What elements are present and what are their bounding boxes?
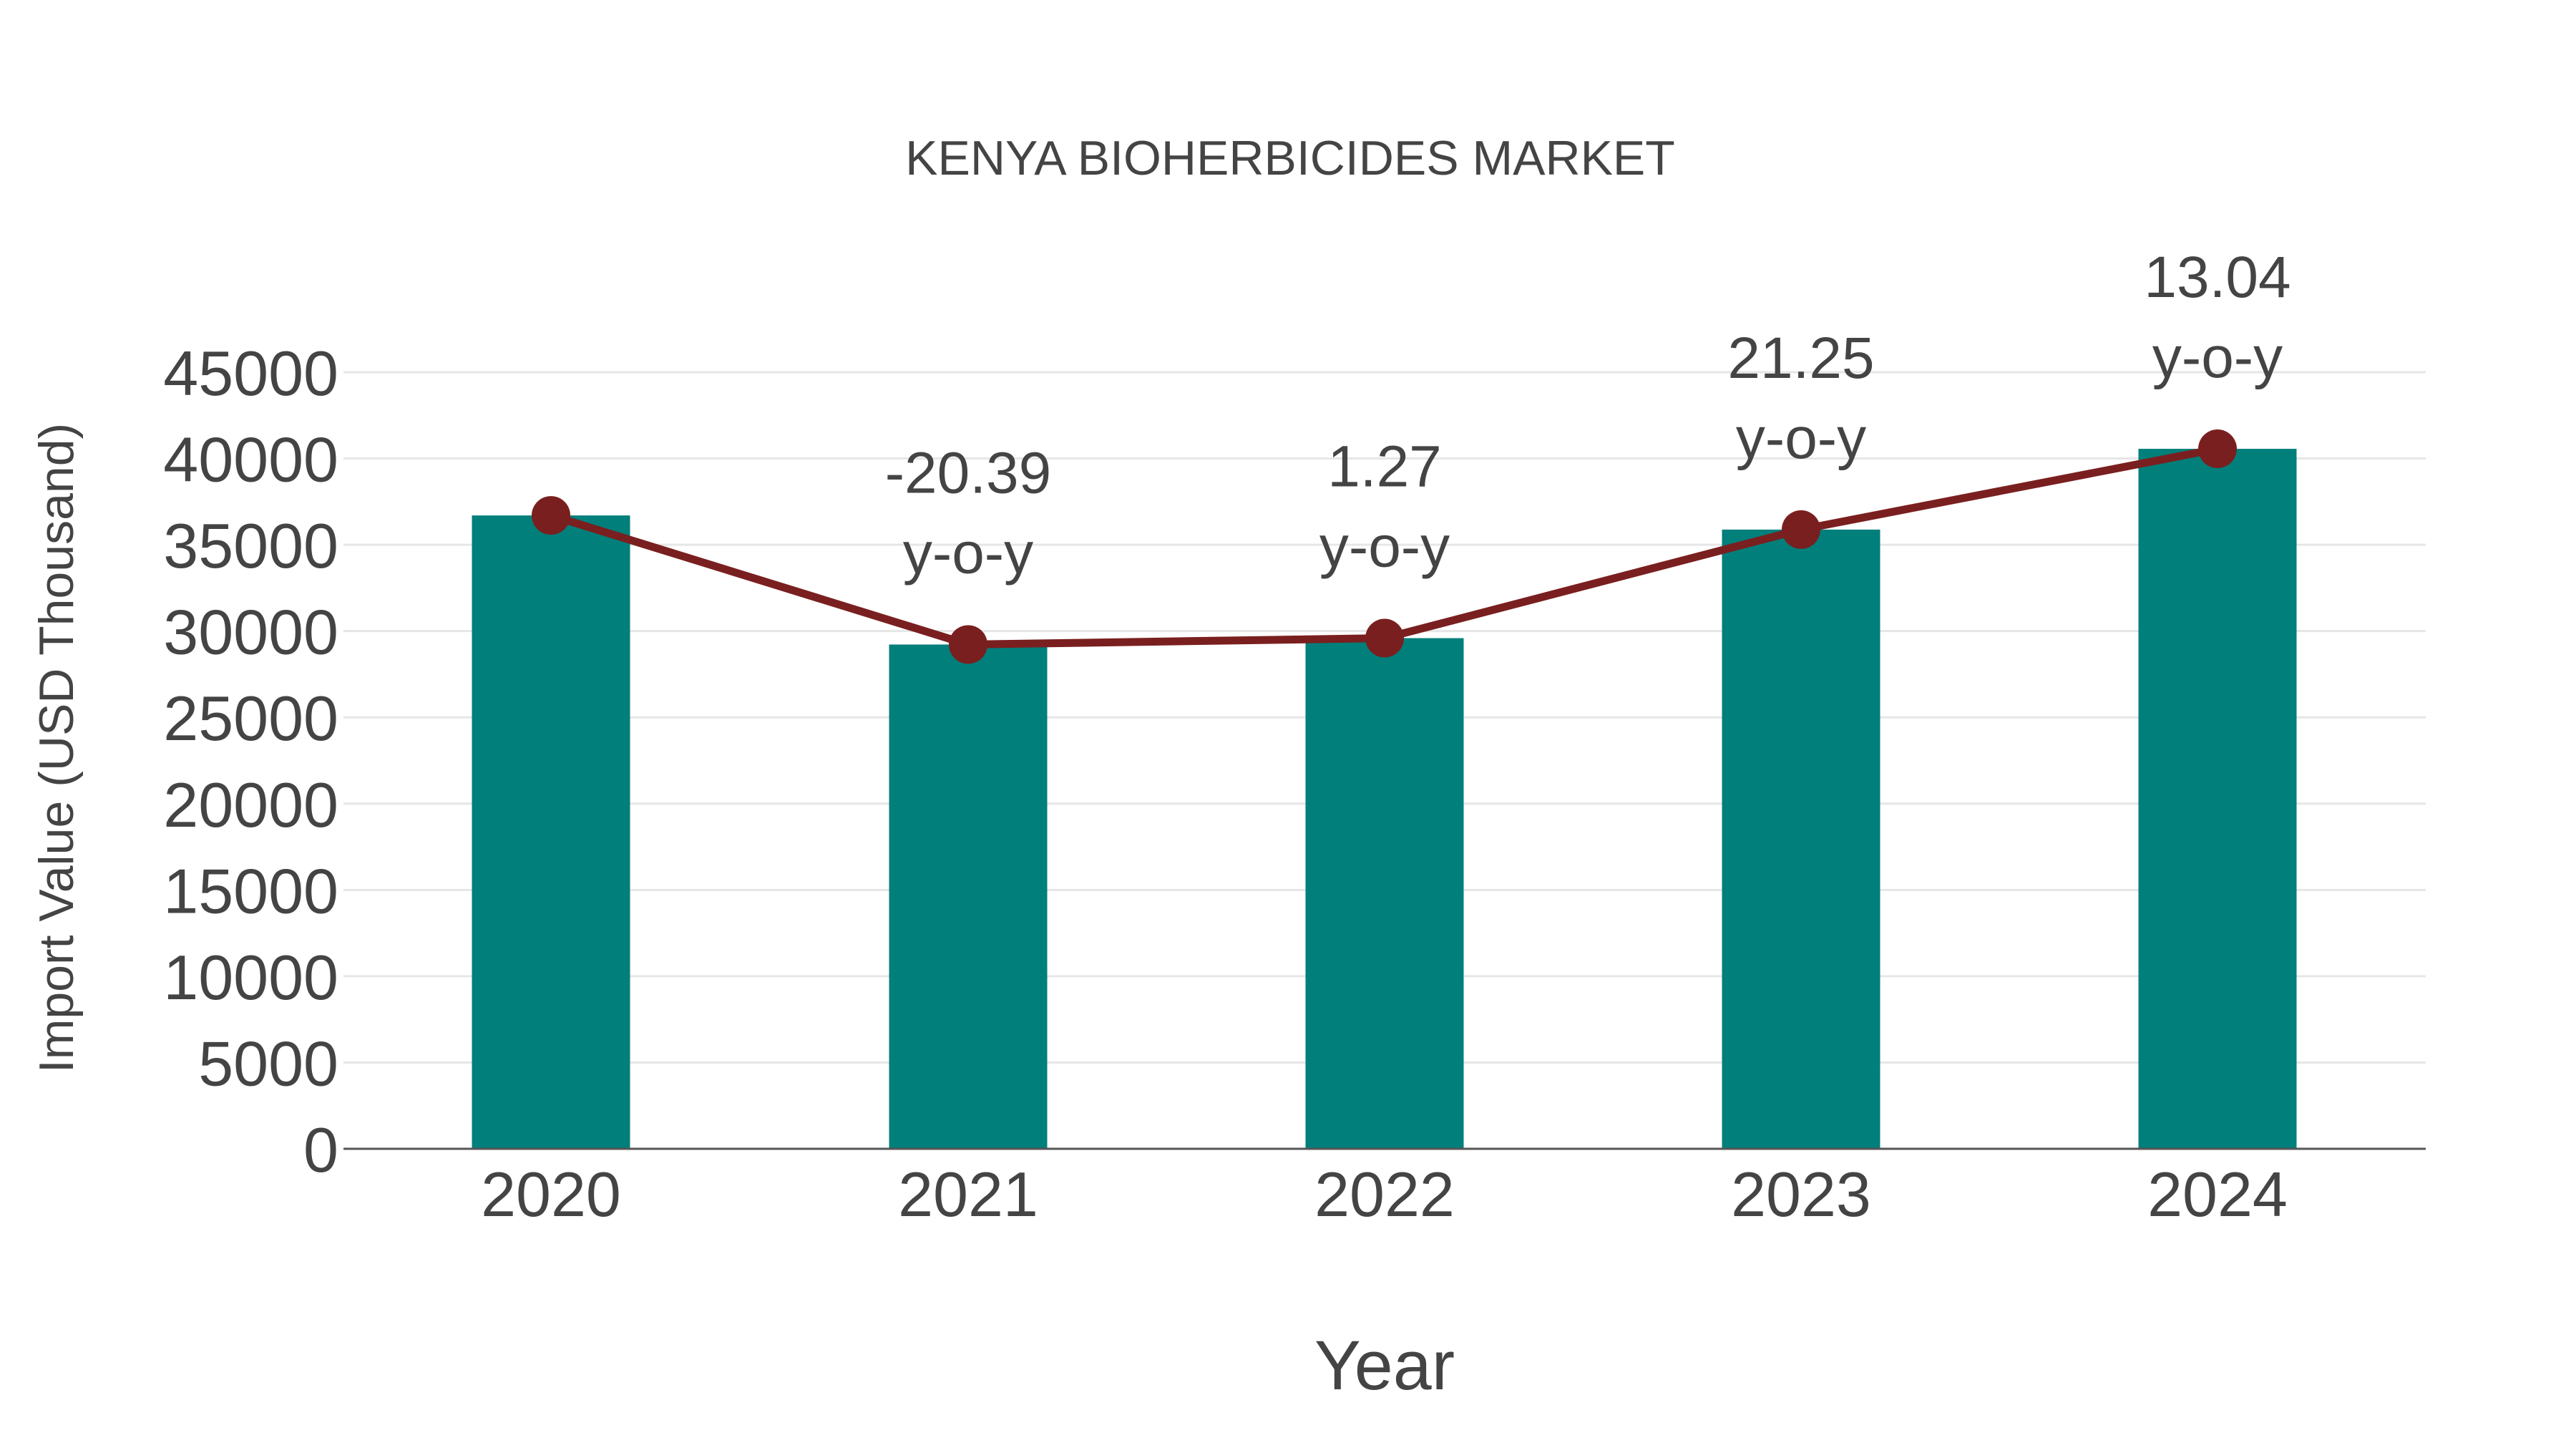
y-tick-label: 20000 — [163, 769, 338, 840]
yoy-suffix-2022: y-o-y — [1319, 515, 1450, 580]
marker-2024 — [2198, 429, 2237, 469]
trend-line — [532, 429, 2237, 664]
bar-2024 — [2138, 449, 2297, 1149]
marker-2022 — [1365, 618, 1404, 658]
bar-2022 — [1305, 638, 1464, 1149]
yoy-suffix-2021: y-o-y — [903, 520, 1033, 585]
yoy-suffix-2023: y-o-y — [1736, 406, 1866, 471]
chart-title: KENYA BIOHERBICIDES MARKET — [905, 131, 1675, 185]
y-tick-label: 15000 — [163, 855, 338, 926]
y-tick-label: 35000 — [163, 510, 338, 581]
yoy-annotations: -20.39 y-o-y 1.27 y-o-y 21.25 y-o-y 13.04 y-o-y — [885, 245, 2291, 585]
yoy-value-2021: -20.39 — [885, 440, 1052, 505]
yoy-value-2024: 13.04 — [2144, 245, 2290, 310]
marker-2020 — [532, 496, 570, 535]
bar-2020 — [472, 515, 630, 1149]
y-tick-label: 25000 — [163, 683, 338, 754]
x-tick-label: 2022 — [1314, 1159, 1455, 1230]
bars — [472, 449, 2297, 1149]
y-axis-title: Import Value (USD Thousand) — [29, 423, 84, 1073]
y-tick-label: 5000 — [198, 1028, 338, 1099]
y-tick-label: 10000 — [163, 942, 338, 1013]
y-tick-label: 45000 — [163, 338, 338, 409]
marker-2021 — [949, 625, 987, 664]
y-tick-label: 0 — [303, 1114, 338, 1185]
y-tick-label: 40000 — [163, 424, 338, 495]
yoy-value-2022: 1.27 — [1327, 434, 1442, 500]
yoy-value-2023: 21.25 — [1727, 326, 1874, 391]
x-tick-label: 2020 — [481, 1159, 621, 1230]
x-tick-label: 2023 — [1731, 1159, 1871, 1230]
yoy-suffix-2024: y-o-y — [2152, 325, 2283, 390]
y-tick-label: 30000 — [163, 597, 338, 668]
x-axis-tick-labels: 2020 2021 2022 2023 2024 — [481, 1159, 2288, 1230]
x-tick-label: 2024 — [2147, 1159, 2288, 1230]
marker-2023 — [1782, 510, 1820, 549]
bar-2021 — [889, 644, 1048, 1149]
x-tick-label: 2021 — [898, 1159, 1038, 1230]
bar-2023 — [1722, 529, 1880, 1149]
y-axis-tick-labels: 0 5000 10000 15000 20000 25000 30000 35000 40000… — [163, 338, 338, 1185]
x-axis-title: Year — [1314, 1326, 1455, 1404]
